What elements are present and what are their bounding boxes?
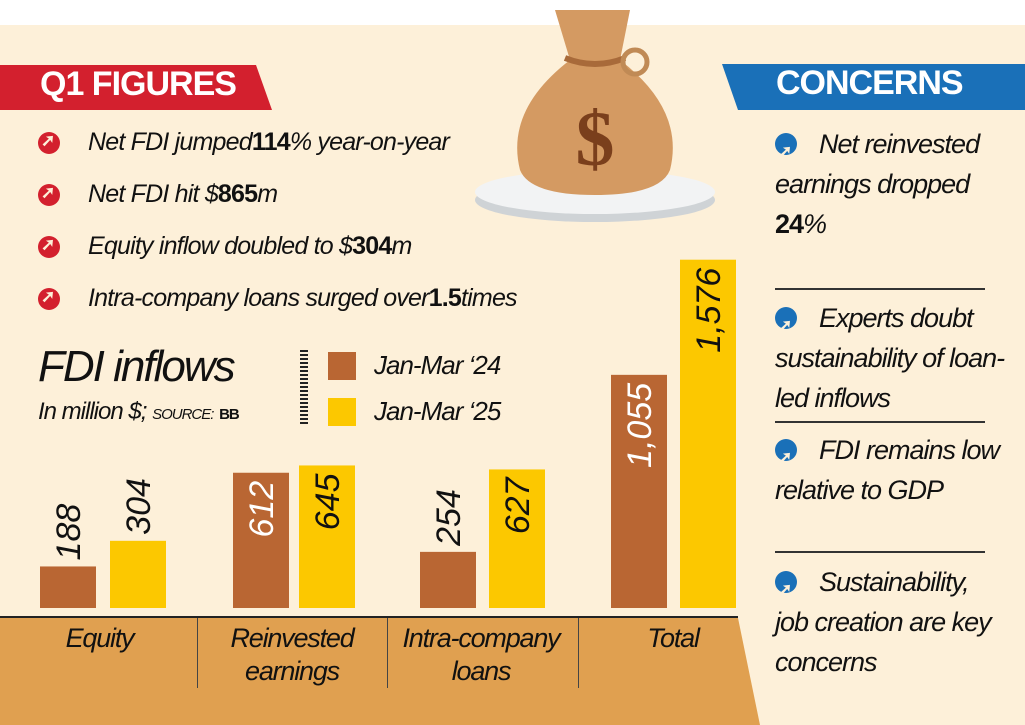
bar-1-2 xyxy=(489,469,545,608)
category-label: Total xyxy=(647,623,700,653)
chart-subtitle: In million $; SOURCE: BB xyxy=(38,398,240,425)
bullet-item: Net FDI jumped 114% year-on-year xyxy=(38,128,450,157)
category-separator xyxy=(197,618,198,688)
chart-title: FDI inflows xyxy=(38,342,236,391)
arrow-icon xyxy=(775,570,797,610)
data-label: 1,055 xyxy=(621,383,659,468)
arrow-icon xyxy=(775,132,797,172)
arrow-icon xyxy=(38,235,60,258)
concern-item: Net reinvested earnings dropped 24% xyxy=(775,124,1005,244)
chart-baseline xyxy=(0,616,738,618)
bar-0-0 xyxy=(40,566,96,608)
concern-item: Sustainability, job creation are key con… xyxy=(775,562,1005,682)
arrow-icon xyxy=(38,287,60,310)
data-label: 254 xyxy=(430,489,468,547)
bar-1-0 xyxy=(110,540,166,608)
arrow-icon xyxy=(38,183,60,206)
legend-divider xyxy=(300,350,308,424)
arrow-icon xyxy=(775,306,797,346)
legend-item-2024: Jan-Mar ‘24 xyxy=(328,350,501,381)
concerns-header: CONCERNS xyxy=(722,64,1025,110)
legend-swatch xyxy=(328,351,356,380)
data-label: 627 xyxy=(499,476,537,534)
legend-swatch xyxy=(328,397,356,426)
category-label: Equity xyxy=(65,623,135,653)
category-separator xyxy=(578,618,579,688)
divider xyxy=(775,551,985,553)
category-label: Reinvested earnings xyxy=(230,623,354,686)
bullet-item: Intra-company loans surged over 1.5 time… xyxy=(38,284,518,313)
data-label: 188 xyxy=(50,504,88,561)
divider xyxy=(775,288,985,290)
data-label: 304 xyxy=(120,478,158,535)
money-bag-illustration: $ xyxy=(475,10,715,222)
data-label: 645 xyxy=(309,473,347,530)
concern-item: Experts doubt sustainability of loan-led… xyxy=(775,298,1005,418)
bar-0-3 xyxy=(611,374,667,608)
category-band xyxy=(0,618,760,725)
arrow-icon xyxy=(775,438,797,478)
bar-0-2 xyxy=(420,551,476,608)
background xyxy=(0,25,1025,725)
category-separator xyxy=(387,618,388,688)
svg-text:$: $ xyxy=(576,95,615,182)
q1-figures-header: Q1 FIGURES xyxy=(0,65,272,110)
bar-1-1 xyxy=(299,465,355,608)
concern-item: FDI remains low relative to GDP xyxy=(775,430,1005,510)
bar-1-3 xyxy=(680,259,736,608)
bar-chart: 188 612 254 1,055 304 645 627 1,576 xyxy=(40,259,736,608)
category-label: Intra-company loans xyxy=(402,623,561,686)
data-label: 1,576 xyxy=(690,268,728,353)
arrow-icon xyxy=(38,131,60,154)
data-label: 612 xyxy=(243,481,281,538)
legend-item-2025: Jan-Mar ‘25 xyxy=(328,396,501,427)
divider xyxy=(775,421,985,423)
bar-0-1 xyxy=(233,472,289,608)
